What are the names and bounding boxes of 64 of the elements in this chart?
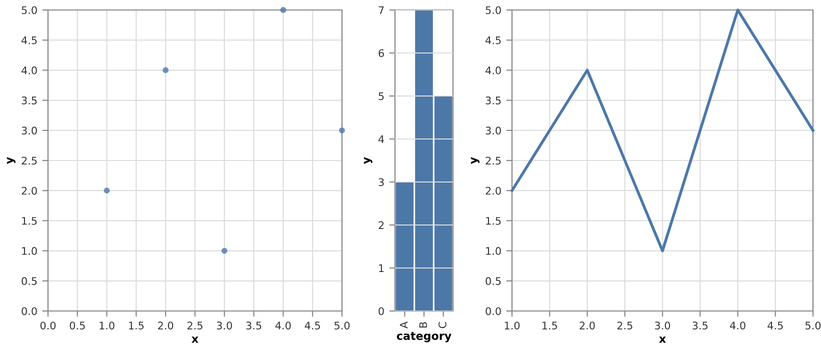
y-axis-title: y (364, 157, 372, 164)
y-tick-label: 1 (379, 264, 384, 272)
x-tick-label: 3.0 (216, 322, 232, 330)
x-tick-label: 2.5 (617, 322, 632, 330)
y-tick-label: 5.0 (22, 6, 37, 14)
x-tick-label: B (419, 322, 427, 328)
x-tick-label: 3.5 (692, 322, 708, 330)
x-tick-label: A (400, 322, 408, 328)
point (280, 7, 286, 13)
y-tick-label: 3.5 (486, 96, 501, 104)
x-tick-label: 0.5 (70, 322, 85, 330)
x-tick-label: 3.5 (246, 322, 262, 330)
y-tick-label: 0.0 (486, 307, 501, 316)
y-tick-label: 2 (378, 221, 384, 229)
y-tick-label: 7 (378, 6, 384, 14)
x-tick-label: 4.0 (275, 322, 291, 330)
y-tick-label: 3.5 (22, 96, 37, 104)
y-axis-title: y (470, 157, 480, 164)
y-tick-label: 5.0 (486, 6, 501, 14)
x-tick-label: 2.0 (580, 322, 595, 330)
y-tick-label: 3.0 (22, 126, 37, 135)
x-tick-label: 2.5 (187, 322, 202, 330)
x-tick-label: 1.5 (542, 322, 557, 330)
x-tick-label: 1.5 (129, 322, 144, 330)
x-axis-title: category (396, 332, 452, 342)
x-tick-label: 4.0 (730, 322, 746, 330)
y-tick-label: 0.0 (22, 307, 37, 316)
y-tick-label: 4.0 (22, 66, 37, 74)
y-tick-label: 1.5 (22, 217, 37, 225)
y-tick-label: 6 (378, 49, 384, 58)
y-tick-label: 2.0 (486, 186, 501, 195)
x-tick-label: 2.0 (158, 322, 174, 330)
x-tick-label: 4.5 (768, 322, 783, 330)
y-tick-label: 3.0 (486, 126, 501, 135)
y-tick-label: 5 (378, 92, 384, 100)
y-tick-label: 0 (378, 307, 384, 316)
y-tick-label: 4.5 (22, 36, 37, 44)
x-tick-label: 5.0 (334, 322, 350, 330)
point (339, 127, 345, 134)
y-tick-label: 4.5 (486, 36, 501, 44)
y-tick-label: 1.0 (22, 247, 37, 255)
y-tick-label: 4.0 (486, 66, 501, 74)
x-tick-label: 1.0 (100, 322, 114, 330)
x-tick-label: C (438, 322, 446, 328)
x-tick-label: 5.0 (806, 322, 821, 330)
y-tick-label: 1.5 (486, 217, 501, 225)
x-tick-label: 4.5 (304, 322, 320, 330)
x-tick-label: 3.0 (655, 322, 670, 330)
x-axis-title: x (659, 336, 666, 343)
y-tick-label: 4 (378, 135, 384, 143)
y-tick-label: 2.0 (22, 186, 37, 195)
y-tick-label: 0.5 (486, 277, 501, 286)
point (221, 248, 228, 254)
y-tick-label: 2.5 (486, 156, 501, 165)
x-tick-label: 0.0 (40, 322, 56, 330)
point (162, 67, 169, 74)
x-axis-title: x (192, 336, 198, 343)
x-tick-label: 1.0 (504, 322, 520, 330)
y-tick-label: 1.0 (486, 247, 501, 255)
y-tick-label: 0.5 (22, 277, 37, 286)
y-tick-label: 3 (378, 178, 384, 186)
y-tick-label: 2.5 (22, 156, 37, 165)
y-axis-title: y (6, 157, 16, 164)
point (104, 188, 110, 194)
